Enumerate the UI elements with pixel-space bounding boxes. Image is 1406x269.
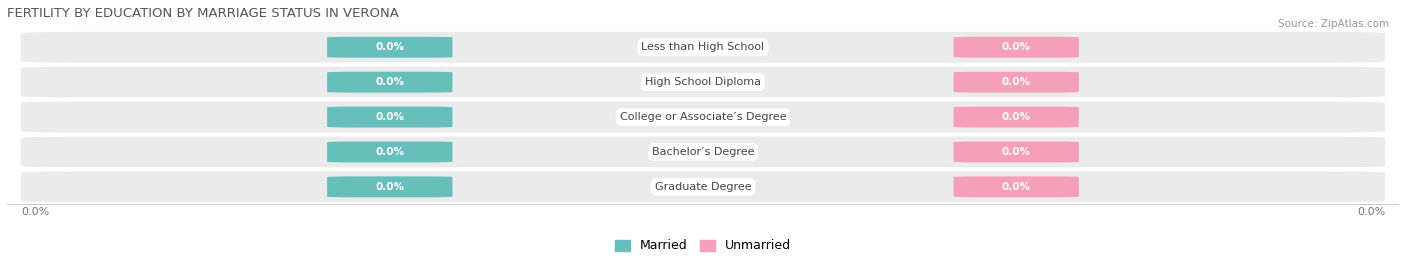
FancyBboxPatch shape — [328, 72, 453, 93]
Text: College or Associate’s Degree: College or Associate’s Degree — [620, 112, 786, 122]
FancyBboxPatch shape — [328, 107, 453, 128]
FancyBboxPatch shape — [328, 176, 453, 197]
Text: Bachelor’s Degree: Bachelor’s Degree — [652, 147, 754, 157]
Text: 0.0%: 0.0% — [21, 207, 49, 217]
FancyBboxPatch shape — [21, 102, 1385, 132]
FancyBboxPatch shape — [953, 72, 1078, 93]
Text: 0.0%: 0.0% — [375, 112, 405, 122]
Text: 0.0%: 0.0% — [1001, 77, 1031, 87]
FancyBboxPatch shape — [953, 107, 1078, 128]
FancyBboxPatch shape — [21, 172, 1385, 202]
Legend: Married, Unmarried: Married, Unmarried — [610, 234, 796, 257]
Text: 0.0%: 0.0% — [375, 77, 405, 87]
Text: 0.0%: 0.0% — [375, 147, 405, 157]
Text: 0.0%: 0.0% — [375, 42, 405, 52]
FancyBboxPatch shape — [328, 141, 453, 162]
Text: Source: ZipAtlas.com: Source: ZipAtlas.com — [1278, 19, 1389, 29]
FancyBboxPatch shape — [328, 37, 453, 58]
FancyBboxPatch shape — [953, 141, 1078, 162]
FancyBboxPatch shape — [953, 37, 1078, 58]
FancyBboxPatch shape — [21, 32, 1385, 63]
Text: 0.0%: 0.0% — [1001, 112, 1031, 122]
Text: 0.0%: 0.0% — [375, 182, 405, 192]
Text: FERTILITY BY EDUCATION BY MARRIAGE STATUS IN VERONA: FERTILITY BY EDUCATION BY MARRIAGE STATU… — [7, 7, 399, 20]
Text: 0.0%: 0.0% — [1001, 182, 1031, 192]
Text: High School Diploma: High School Diploma — [645, 77, 761, 87]
Text: 0.0%: 0.0% — [1001, 147, 1031, 157]
FancyBboxPatch shape — [21, 137, 1385, 167]
Text: Graduate Degree: Graduate Degree — [655, 182, 751, 192]
FancyBboxPatch shape — [953, 176, 1078, 197]
Text: 0.0%: 0.0% — [1001, 42, 1031, 52]
Text: Less than High School: Less than High School — [641, 42, 765, 52]
FancyBboxPatch shape — [21, 67, 1385, 97]
Text: 0.0%: 0.0% — [1357, 207, 1385, 217]
